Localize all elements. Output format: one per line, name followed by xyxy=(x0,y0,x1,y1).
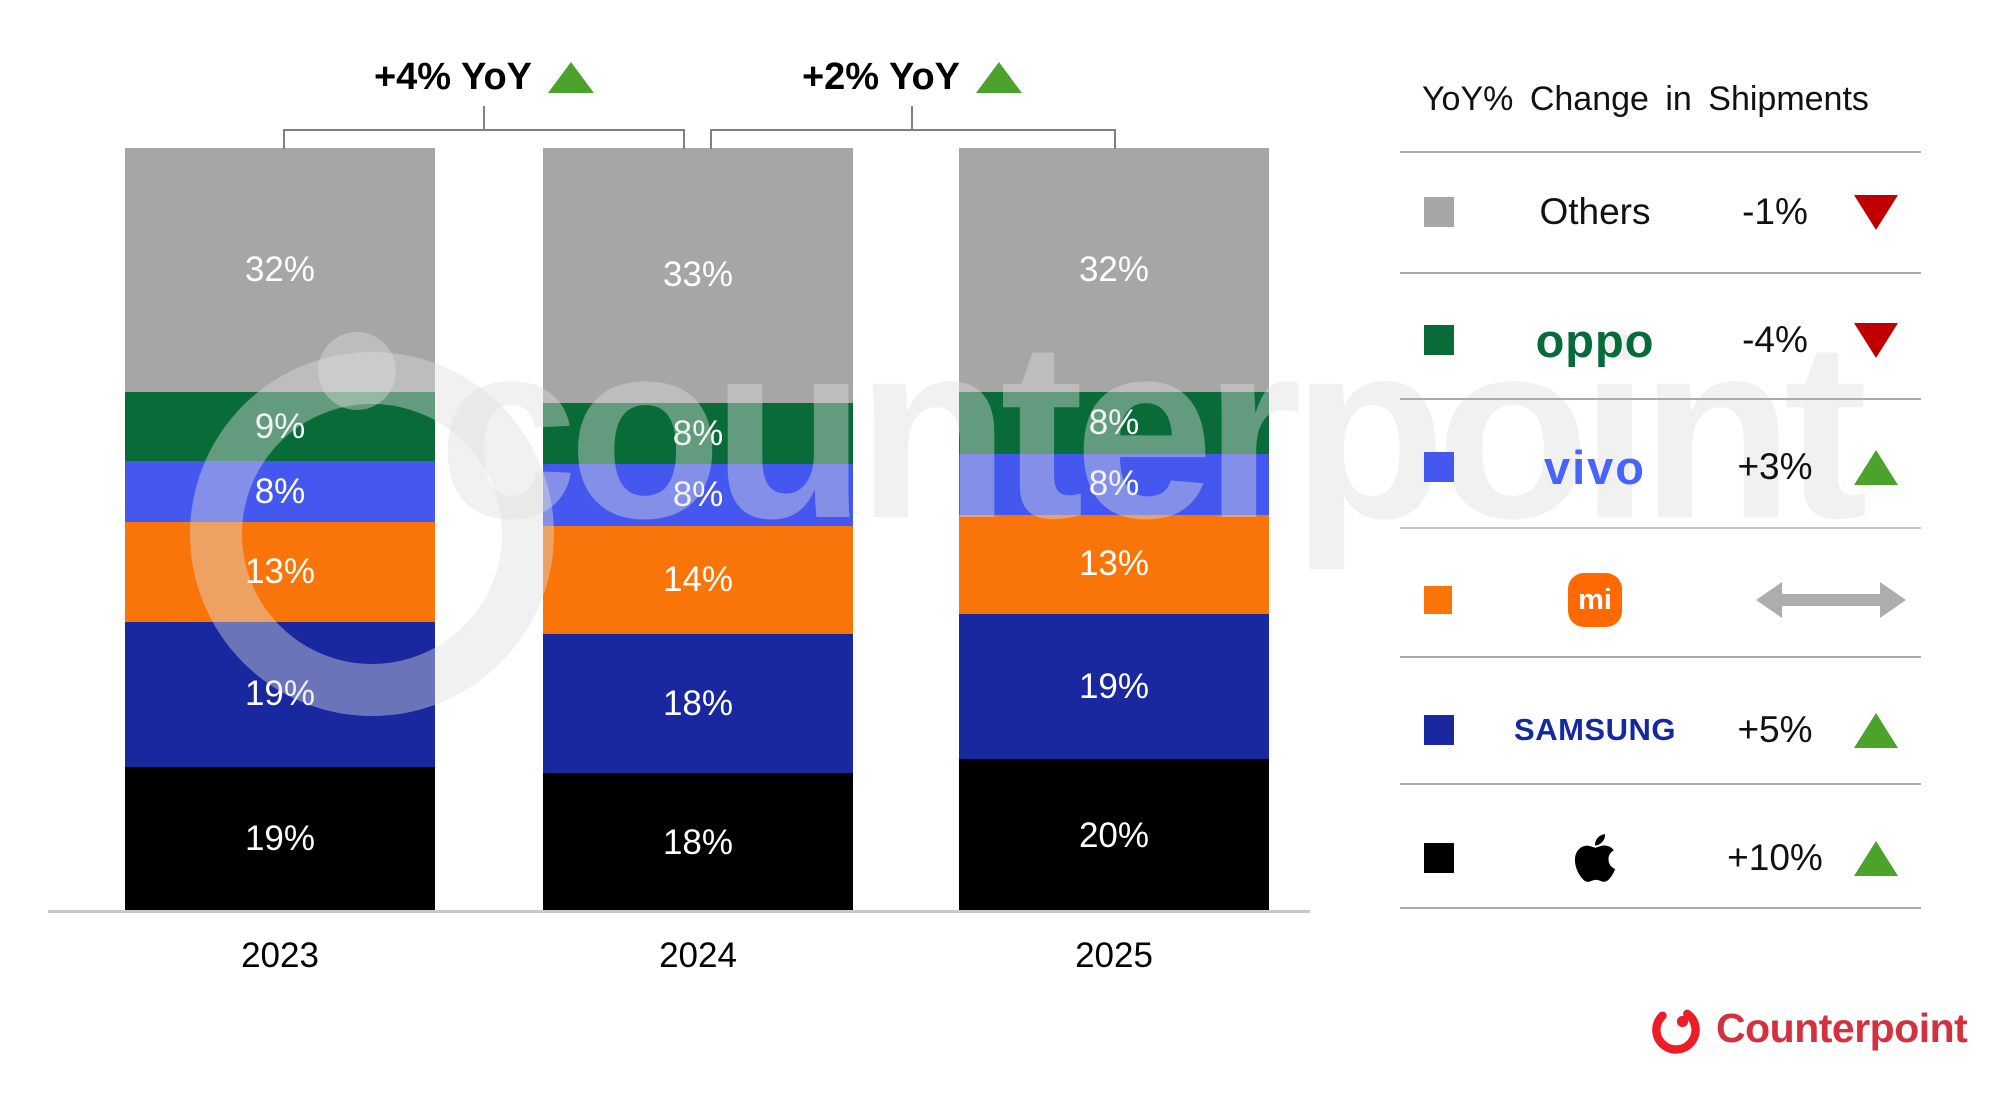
x-tick-2023: 2023 xyxy=(241,936,319,975)
segment-value-label: 19% xyxy=(1078,666,1150,706)
x-tick-2025: 2025 xyxy=(1075,936,1153,975)
legend-divider xyxy=(1400,656,1921,658)
legend-divider xyxy=(1400,527,1921,529)
up-triangle-icon xyxy=(1854,840,1898,876)
legend-title: YoY% Change in Shipments xyxy=(1422,80,1869,118)
segment-value-label: 20% xyxy=(1078,815,1150,855)
legend-divider xyxy=(1400,907,1921,909)
segment-samsung-2024: 18% xyxy=(543,634,853,774)
bracket-2-tick-left xyxy=(710,129,712,149)
oppo-change-value: -4% xyxy=(1742,319,1808,360)
x-axis-line xyxy=(48,910,1310,913)
samsung-change-value: +5% xyxy=(1737,709,1813,750)
bracket-2-tick-right xyxy=(1114,129,1116,149)
legend-divider xyxy=(1400,398,1921,400)
yoy-annotation-2023-2024: +4% YoY xyxy=(373,56,595,99)
segment-samsung-2025: 19% xyxy=(959,614,1269,760)
segment-xiaomi-2024: 14% xyxy=(543,526,853,635)
segment-value-label: 8% xyxy=(1088,464,1140,504)
segment-vivo-2024: 8% xyxy=(543,464,853,527)
up-triangle-icon xyxy=(548,62,595,93)
xiaomi-color-swatch xyxy=(1424,586,1452,614)
segment-value-label: 18% xyxy=(662,683,734,723)
others-color-swatch xyxy=(1424,197,1454,227)
mi-logo: mi xyxy=(1568,573,1622,627)
segment-apple-2025: 20% xyxy=(959,759,1269,912)
segment-others-2025: 32% xyxy=(959,148,1269,393)
stacked-bar-2024: 33% 8% 8% 14% 18% 18% xyxy=(543,148,853,912)
samsung-logo: SAMSUNG xyxy=(1514,712,1676,747)
up-triangle-icon xyxy=(1854,449,1898,485)
segment-apple-2024: 18% xyxy=(543,773,853,912)
others-change-value: -1% xyxy=(1742,191,1808,232)
segment-vivo-2025: 8% xyxy=(959,453,1269,515)
apple-change-value: +10% xyxy=(1727,837,1823,878)
bracket-1-stem xyxy=(483,106,485,129)
segment-apple-2023: 19% xyxy=(125,766,435,912)
yoy-annotation-label: +2% YoY xyxy=(801,56,961,98)
bracket-2-stem xyxy=(911,106,913,129)
bracket-2-line xyxy=(710,129,1116,131)
counterpoint-logo: Counterpoint xyxy=(1648,998,1968,1058)
vivo-logo: vivo xyxy=(1543,440,1647,494)
down-triangle-icon xyxy=(1854,322,1898,358)
samsung-color-swatch xyxy=(1424,715,1454,745)
segment-others-2023: 32% xyxy=(125,148,435,393)
stacked-bar-2025: 32% 8% 8% 13% 19% 20% xyxy=(959,148,1269,912)
apple-color-swatch xyxy=(1424,843,1454,873)
segment-value-label: 8% xyxy=(1088,403,1140,443)
bracket-1-tick-left xyxy=(283,129,285,149)
others-label: Others xyxy=(1539,191,1651,232)
segment-value-label: 19% xyxy=(244,819,316,859)
segment-value-label: 8% xyxy=(672,475,724,515)
segment-xiaomi-2025: 13% xyxy=(959,514,1269,614)
segment-value-label: 33% xyxy=(662,255,734,295)
counterpoint-wordmark: Counterpoint xyxy=(1716,1004,1968,1051)
watermark-text: counterpoint xyxy=(438,290,1868,571)
segment-others-2024: 33% xyxy=(543,148,853,403)
segment-value-label: 14% xyxy=(662,560,734,600)
down-triangle-icon xyxy=(1854,194,1898,230)
counterpoint-mark-icon xyxy=(1652,1006,1700,1054)
bracket-1-tick-right xyxy=(683,129,685,149)
apple-logo-icon xyxy=(1574,834,1616,882)
bracket-1-line xyxy=(283,129,685,131)
oppo-logo: oppo xyxy=(1535,313,1655,367)
legend-divider xyxy=(1400,272,1921,274)
apple-logo-icon xyxy=(1460,828,1730,888)
watermark-dot xyxy=(318,332,396,410)
vivo-change-value: +3% xyxy=(1737,446,1813,487)
oppo-color-swatch xyxy=(1424,325,1454,355)
legend-divider xyxy=(1400,783,1921,785)
segment-value-label: 32% xyxy=(244,250,316,290)
segment-oppo-2025: 8% xyxy=(959,392,1269,454)
segment-value-label: 32% xyxy=(1078,250,1150,290)
legend-divider xyxy=(1400,151,1921,153)
vivo-color-swatch xyxy=(1424,452,1454,482)
up-triangle-icon xyxy=(976,62,1023,93)
segment-value-label: 18% xyxy=(662,822,734,862)
segment-value-label: 13% xyxy=(1078,544,1150,584)
up-triangle-icon xyxy=(1854,712,1898,748)
segment-oppo-2024: 8% xyxy=(543,402,853,465)
yoy-annotation-2024-2025: +2% YoY xyxy=(801,56,1023,99)
yoy-annotation-label: +4% YoY xyxy=(373,56,533,98)
segment-value-label: 8% xyxy=(672,413,724,453)
x-tick-2024: 2024 xyxy=(659,936,737,975)
flat-trend-arrow-icon xyxy=(1756,582,1906,618)
